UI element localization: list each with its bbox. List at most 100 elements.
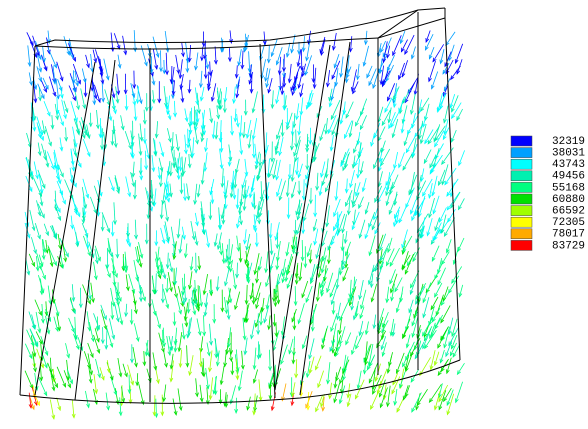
vector-arrow — [429, 61, 436, 81]
vector-arrow — [90, 197, 96, 213]
vector-arrow — [378, 56, 386, 73]
vector-arrow — [222, 168, 223, 187]
vector-arrow — [359, 197, 364, 209]
vector-arrow — [172, 132, 173, 150]
vector-arrow — [57, 62, 63, 81]
vector-arrow — [432, 72, 438, 89]
vector-arrow — [25, 371, 33, 389]
vector-arrow — [134, 30, 135, 51]
vector-arrow — [318, 371, 324, 388]
vector-arrow — [231, 116, 232, 135]
vector-arrow — [399, 63, 405, 79]
vector-arrow — [369, 235, 375, 255]
vector-arrow — [378, 186, 386, 202]
legend-label: 49456 — [552, 171, 585, 183]
vector-arrow — [346, 102, 353, 118]
vector-arrow — [29, 254, 34, 266]
legend-swatch — [511, 240, 532, 250]
vector-arrow — [395, 278, 402, 292]
vector-arrow — [270, 382, 271, 399]
vector-arrow — [114, 33, 119, 49]
vector-arrow — [276, 323, 277, 336]
vector-arrow — [446, 32, 455, 45]
vector-arrow — [166, 53, 167, 75]
vector-arrow — [109, 177, 114, 191]
legend-label: 32319 — [552, 136, 585, 148]
vector-arrow — [296, 359, 297, 377]
vector-arrow — [441, 305, 450, 322]
legend-label: 55168 — [552, 182, 585, 194]
vector-arrow — [456, 382, 463, 403]
vector-arrow — [163, 328, 164, 347]
vector-arrow — [225, 190, 226, 209]
vector-arrow — [269, 46, 270, 63]
vector-arrow — [392, 377, 400, 394]
vector-arrow — [405, 83, 414, 103]
vector-arrow — [130, 386, 131, 404]
vector-arrow — [266, 132, 267, 152]
vector-arrow — [458, 238, 464, 251]
vector-arrow — [237, 189, 238, 209]
vector-arrow — [302, 240, 303, 261]
vector-arrow — [221, 92, 222, 110]
vector-arrow — [424, 150, 431, 164]
legend-swatch — [511, 136, 532, 146]
vector-arrow — [270, 350, 271, 371]
bottom-edge — [20, 360, 460, 403]
vector-arrow — [457, 109, 463, 120]
vector-arrow — [183, 278, 184, 295]
legend-swatch — [511, 171, 532, 181]
vector-arrow — [444, 78, 450, 90]
vector-arrow — [405, 35, 414, 54]
vector-arrow — [295, 286, 296, 305]
vector-arrow — [306, 391, 312, 408]
vector-arrow — [433, 44, 444, 61]
vector-arrow — [71, 101, 77, 121]
vector-arrow — [316, 356, 322, 370]
vector-arrow — [296, 130, 297, 148]
vector-arrow — [295, 220, 296, 234]
legend-swatch — [511, 159, 532, 169]
vector-arrow — [452, 130, 457, 142]
legend-label: 38031 — [552, 148, 585, 160]
vector-arrow — [330, 340, 335, 352]
vector-arrow — [38, 84, 44, 99]
vector-arrow — [141, 285, 142, 301]
vector-arrow — [106, 329, 107, 349]
vector-arrow — [387, 55, 394, 71]
vector-arrow — [156, 399, 157, 417]
vector-arrow — [393, 35, 402, 55]
vector-arrow — [272, 90, 273, 108]
vector-arrow — [187, 345, 188, 366]
vector-arrow — [452, 335, 457, 349]
geometry-outline — [20, 8, 460, 403]
vector-arrow — [382, 110, 390, 125]
vector-arrow — [135, 220, 136, 239]
vector-arrow — [360, 115, 366, 129]
vector-arrow — [343, 267, 348, 280]
vector-arrow — [308, 392, 309, 410]
vector-arrow — [44, 101, 50, 116]
vector-arrow — [261, 181, 262, 200]
vector-arrow — [287, 254, 292, 274]
vector-arrow — [249, 51, 250, 72]
vector-arrow — [112, 222, 113, 236]
vector-arrow — [423, 179, 433, 196]
vector-arrow — [55, 191, 56, 211]
vector-arrow — [58, 110, 63, 125]
vector-arrow — [161, 50, 162, 71]
vector-arrow — [399, 152, 405, 167]
vector-arrow — [25, 344, 32, 359]
vector-arrow — [431, 297, 438, 310]
vector-arrow — [255, 282, 261, 301]
legend-swatch — [511, 229, 532, 239]
vector-arrow — [293, 237, 294, 254]
vector-arrow — [64, 36, 69, 55]
vector-arrow — [346, 242, 351, 256]
vector-arrow — [27, 330, 34, 346]
vector-arrow — [240, 115, 241, 136]
vector-arrow — [367, 66, 372, 78]
vector-arrow — [403, 251, 409, 270]
legend: 3231938031437434945655168608806659272305… — [511, 136, 585, 252]
vector-arrow — [125, 131, 131, 149]
